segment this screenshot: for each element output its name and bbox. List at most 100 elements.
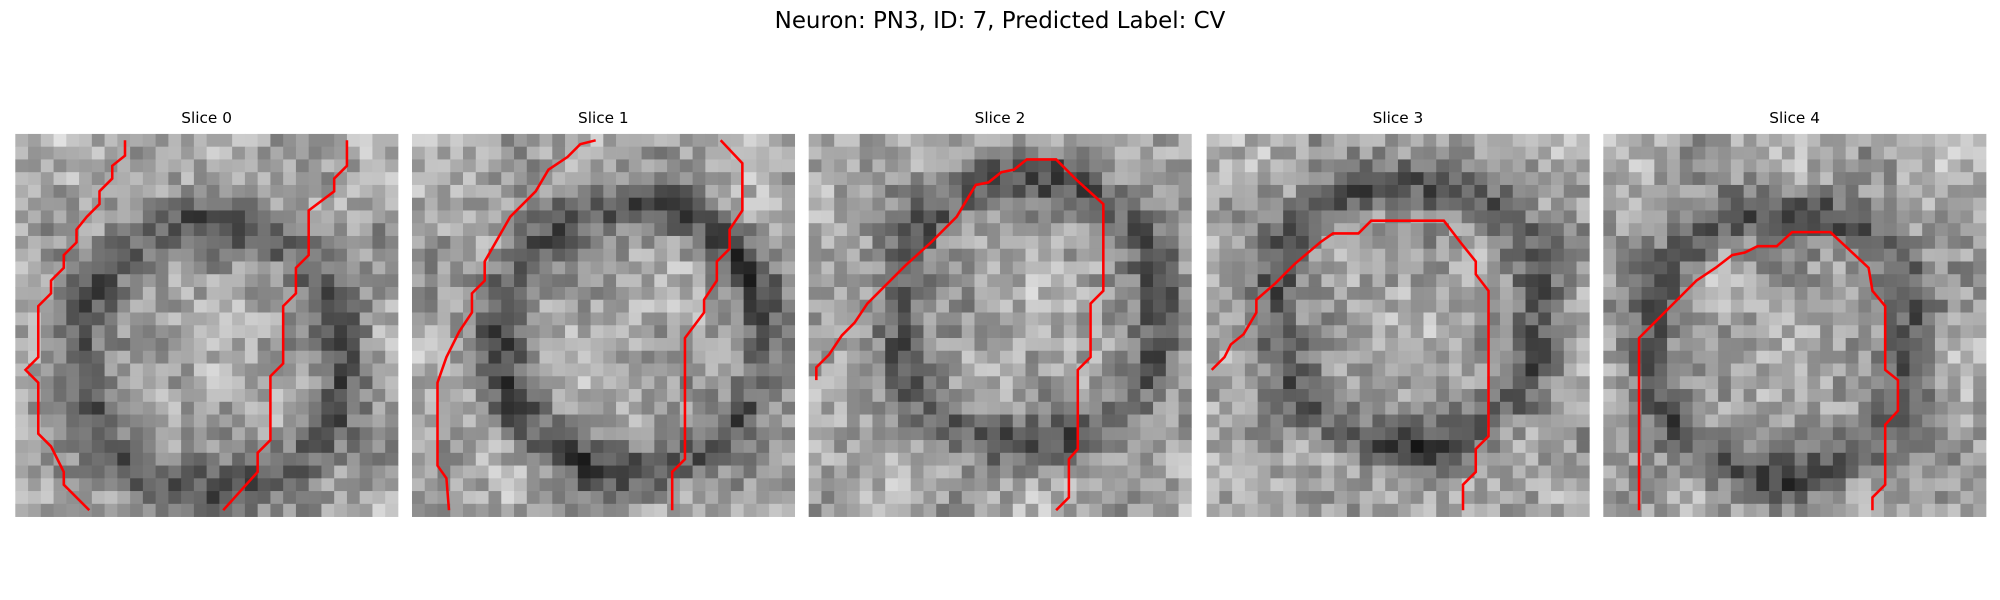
pixel	[1461, 452, 1475, 466]
pixel	[1538, 325, 1552, 339]
pixel	[1883, 389, 1898, 403]
pixel	[1807, 401, 1821, 415]
pixel	[1385, 325, 1399, 339]
pixel	[232, 491, 246, 505]
pixel	[756, 248, 770, 262]
pixel	[1641, 338, 1655, 352]
pixel	[1321, 197, 1335, 211]
pixel	[1538, 223, 1552, 237]
pixel	[321, 312, 335, 326]
pixel	[1909, 363, 1923, 377]
pixel	[1730, 223, 1745, 237]
pixel	[1807, 312, 1821, 326]
pixel	[475, 133, 489, 148]
pixel	[359, 146, 373, 160]
pixel	[1410, 491, 1424, 505]
pixel	[104, 338, 118, 352]
pixel	[1667, 312, 1681, 326]
pixel	[730, 299, 745, 313]
pixel	[1973, 503, 1987, 517]
pixel	[1385, 274, 1399, 288]
pixel	[321, 146, 335, 160]
pixel	[616, 133, 630, 148]
pixel	[1909, 146, 1923, 160]
pixel	[1616, 363, 1630, 377]
pixel	[1410, 389, 1424, 403]
pixel	[1769, 503, 1783, 517]
pixel	[577, 401, 591, 415]
pixel	[168, 312, 182, 326]
pixel	[565, 210, 579, 224]
pixel	[616, 261, 630, 275]
pixel	[1756, 503, 1770, 517]
pixel	[1436, 427, 1450, 441]
pixel	[1089, 440, 1103, 454]
pixel	[730, 414, 745, 428]
pixel	[1576, 363, 1590, 377]
pixel	[1973, 452, 1987, 466]
pixel	[1397, 184, 1412, 199]
pixel	[359, 197, 373, 211]
pixel	[283, 312, 297, 326]
pixel	[155, 248, 169, 262]
pixel	[1807, 197, 1821, 211]
pixel	[501, 325, 515, 339]
pixel	[1295, 465, 1310, 479]
pixel	[168, 325, 182, 339]
pixel	[1165, 376, 1179, 390]
pixel	[1423, 299, 1437, 313]
pixel	[53, 133, 67, 148]
pixel	[1423, 338, 1437, 352]
pixel	[244, 210, 259, 224]
pixel	[821, 465, 835, 479]
pixel	[142, 210, 156, 224]
pixel	[1295, 235, 1310, 250]
pixel	[372, 465, 386, 479]
pixel	[1973, 197, 1987, 211]
pixel	[769, 452, 783, 466]
pixel	[295, 133, 310, 148]
pixel	[1140, 414, 1154, 428]
pixel	[66, 401, 80, 415]
pixel	[974, 452, 988, 466]
pixel	[1909, 465, 1923, 479]
pixel	[1114, 159, 1128, 173]
pixel	[1794, 389, 1808, 403]
pixel	[117, 414, 131, 428]
pixel	[155, 325, 169, 339]
pixel	[1334, 325, 1348, 339]
pixel	[1423, 503, 1437, 517]
pixel	[1257, 325, 1271, 339]
pixel	[1718, 440, 1732, 454]
pixel	[1807, 389, 1821, 403]
pixel	[1372, 286, 1386, 301]
pixel	[1718, 146, 1732, 160]
pixel	[66, 427, 80, 441]
pixel	[1628, 172, 1642, 186]
pixel	[1270, 184, 1284, 199]
pixel	[1461, 350, 1475, 364]
pixel	[756, 235, 770, 250]
pixel	[1334, 235, 1348, 250]
pixel	[1334, 503, 1348, 517]
pixel	[91, 465, 105, 479]
pixel	[1114, 133, 1128, 148]
pixel	[372, 286, 386, 301]
pixel	[1500, 491, 1514, 505]
pixel	[1270, 427, 1284, 441]
pixel	[1692, 146, 1706, 160]
pixel	[334, 491, 348, 505]
pixel	[948, 363, 963, 377]
pixel	[40, 363, 54, 377]
pixel	[577, 363, 591, 377]
pixel	[321, 197, 335, 211]
pixel	[1153, 261, 1167, 275]
pixel	[1051, 312, 1065, 326]
pixel	[1448, 146, 1463, 160]
pixel	[1743, 325, 1757, 339]
pixel	[769, 286, 783, 301]
pixel	[667, 325, 681, 339]
pixel	[1012, 465, 1026, 479]
pixel	[1219, 427, 1233, 441]
pixel	[1820, 299, 1834, 313]
